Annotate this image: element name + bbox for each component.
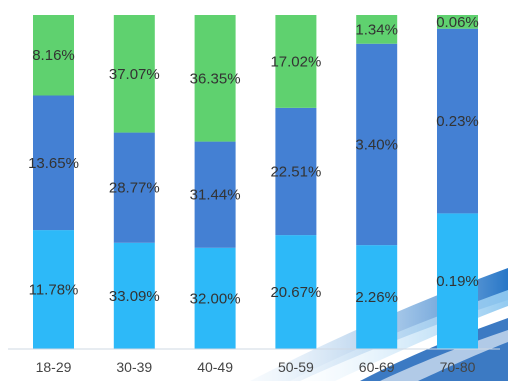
- data-label-50-59-1: 20.67%: [270, 284, 321, 301]
- bar-segment-70-80-1: [437, 213, 478, 349]
- x-tick-label-50-59: 50-59: [278, 359, 314, 375]
- x-tick-label-70-80: 70-80: [440, 359, 476, 375]
- data-label-40-49-1: 32.00%: [190, 290, 241, 307]
- data-label-40-49-2: 31.44%: [190, 187, 241, 204]
- bar-segment-30-39-3: [113, 15, 155, 133]
- data-label-50-59-2: 22.51%: [270, 163, 321, 180]
- bars-group: [33, 15, 478, 349]
- x-axis-ticks: 18-29 30-39 40-49 50-59 60-69 70-80: [36, 359, 476, 375]
- x-tick-label-30-39: 30-39: [116, 359, 152, 375]
- bar-segment-50-59-2: [275, 107, 317, 236]
- bar-segment-70-80-2: [437, 28, 478, 214]
- bar-segment-30-39-2: [113, 132, 155, 243]
- bar-segment-50-59-3: [275, 15, 317, 108]
- data-label-60-69-2: 3.40%: [355, 136, 398, 153]
- data-labels-group: 11.78% 13.65% 8.16% 33.09% 28.77% 37.07% 32.00…: [28, 14, 479, 308]
- bar-segment-18-29-2: [33, 95, 74, 231]
- x-tick-label-60-69: 60-69: [359, 359, 395, 375]
- bar-segment-60-69-2: [356, 43, 398, 246]
- data-label-30-39-1: 33.09%: [109, 288, 160, 305]
- data-label-40-49-3: 36.35%: [190, 70, 241, 87]
- bar-segment-40-49-2: [194, 141, 236, 248]
- data-label-70-80-3: 0.06%: [436, 14, 479, 31]
- bar-segment-18-29-1: [33, 230, 74, 349]
- data-label-60-69-1: 2.26%: [355, 289, 398, 306]
- data-label-18-29-1: 11.78%: [29, 282, 79, 299]
- data-label-50-59-3: 17.02%: [270, 53, 321, 70]
- bar-segment-40-49-3: [194, 15, 236, 142]
- bar-segment-60-69-3: [356, 15, 398, 44]
- bar-segment-50-59-1: [275, 235, 317, 349]
- data-label-70-80-2: 0.23%: [436, 113, 479, 130]
- data-label-30-39-2: 28.77%: [109, 180, 160, 197]
- data-label-30-39-3: 37.07%: [109, 66, 160, 83]
- data-label-70-80-1: 0.19%: [436, 273, 479, 290]
- data-label-60-69-3: 1.34%: [355, 21, 398, 38]
- bar-segment-70-80-3: [437, 15, 478, 29]
- bar-segment-30-39-1: [113, 242, 155, 349]
- bar-segment-40-49-1: [194, 247, 236, 349]
- bar-segment-18-29-3: [33, 15, 74, 96]
- bar-segment-60-69-1: [356, 245, 398, 349]
- x-tick-label-18-29: 18-29: [36, 359, 72, 375]
- data-label-18-29-3: 8.16%: [32, 47, 75, 64]
- x-tick-label-40-49: 40-49: [197, 359, 233, 375]
- data-label-18-29-2: 13.65%: [28, 155, 79, 172]
